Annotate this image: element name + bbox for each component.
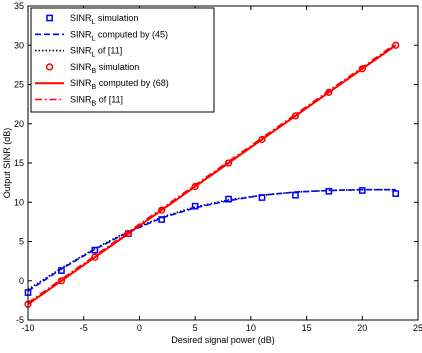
x-tick-label: -5 bbox=[80, 323, 88, 333]
data-point-circle-B_sim bbox=[158, 206, 166, 214]
x-tick-label: 20 bbox=[357, 323, 367, 333]
x-axis-label: Desired signal power (dB) bbox=[171, 335, 275, 345]
legend-swatch-square bbox=[46, 14, 53, 22]
y-tick-label: 15 bbox=[14, 158, 24, 168]
data-point-circle-B_sim bbox=[392, 41, 400, 49]
data-point-circle-B_sim bbox=[224, 159, 233, 167]
data-point-square-L_sim bbox=[292, 191, 299, 199]
x-tick-label: 10 bbox=[246, 323, 256, 333]
y-tick-label: 10 bbox=[14, 197, 24, 207]
data-point-circle-B_sim bbox=[191, 182, 199, 191]
data-point-square-L_sim bbox=[191, 202, 199, 210]
data-point-circle-B_sim bbox=[124, 230, 132, 238]
y-tick-label: -5 bbox=[16, 315, 24, 325]
data-point-square-L_sim bbox=[158, 216, 166, 223]
legend-label: SINRL computed by (45) bbox=[70, 29, 168, 42]
legend-box bbox=[30, 7, 215, 113]
y-tick-label: 25 bbox=[14, 80, 24, 90]
legend-label: SINRB computed by (68) bbox=[70, 78, 169, 91]
x-tick-label: 5 bbox=[193, 323, 198, 333]
data-point-square-L_sim bbox=[392, 190, 400, 197]
y-tick-label: 5 bbox=[19, 237, 24, 247]
y-axis-label: Output SINR (dB) bbox=[2, 128, 12, 199]
y-tick-label: 30 bbox=[14, 40, 24, 50]
data-point-square-L_sim bbox=[225, 195, 232, 203]
series-line-L_ref bbox=[27, 188, 396, 291]
x-tick-label: 15 bbox=[302, 323, 312, 333]
data-point-circle-B_sim bbox=[358, 65, 366, 73]
series-line-L_computed bbox=[27, 188, 396, 292]
legend-label: SINRL simulation bbox=[70, 13, 138, 26]
data-point-circle-B_sim bbox=[91, 253, 99, 261]
data-point-square-L_sim bbox=[258, 194, 266, 201]
legend-label: SINRL of [11] bbox=[70, 46, 122, 59]
data-point-square-L_sim bbox=[91, 246, 99, 254]
legend-label: SINRB simulation bbox=[70, 62, 139, 75]
legend: SINRL simulation SINRL computed by (45) SI… bbox=[30, 7, 215, 113]
y-tick-label: 20 bbox=[14, 119, 24, 129]
x-tick-label: 25 bbox=[413, 323, 422, 333]
y-tick-label: 0 bbox=[19, 276, 24, 286]
data-point-circle-B_sim bbox=[325, 88, 333, 96]
data-point-square-L_sim bbox=[325, 187, 333, 195]
legend-swatch-circle bbox=[45, 63, 54, 71]
data-point-circle-B_sim bbox=[258, 135, 266, 144]
x-tick-label: 0 bbox=[137, 323, 142, 333]
series-line-B_computed bbox=[27, 44, 397, 306]
data-point-square-L_sim bbox=[58, 267, 65, 274]
data-point-circle-B_sim bbox=[57, 277, 66, 285]
y-tick-label: 35 bbox=[14, 1, 24, 11]
series-line-B_ref bbox=[27, 43, 397, 304]
x-tick-label: -10 bbox=[21, 323, 34, 333]
data-point-circle-B_sim bbox=[291, 112, 300, 120]
legend-label: SINRB of [11] bbox=[70, 95, 123, 108]
data-point-square-L_sim bbox=[358, 187, 366, 194]
